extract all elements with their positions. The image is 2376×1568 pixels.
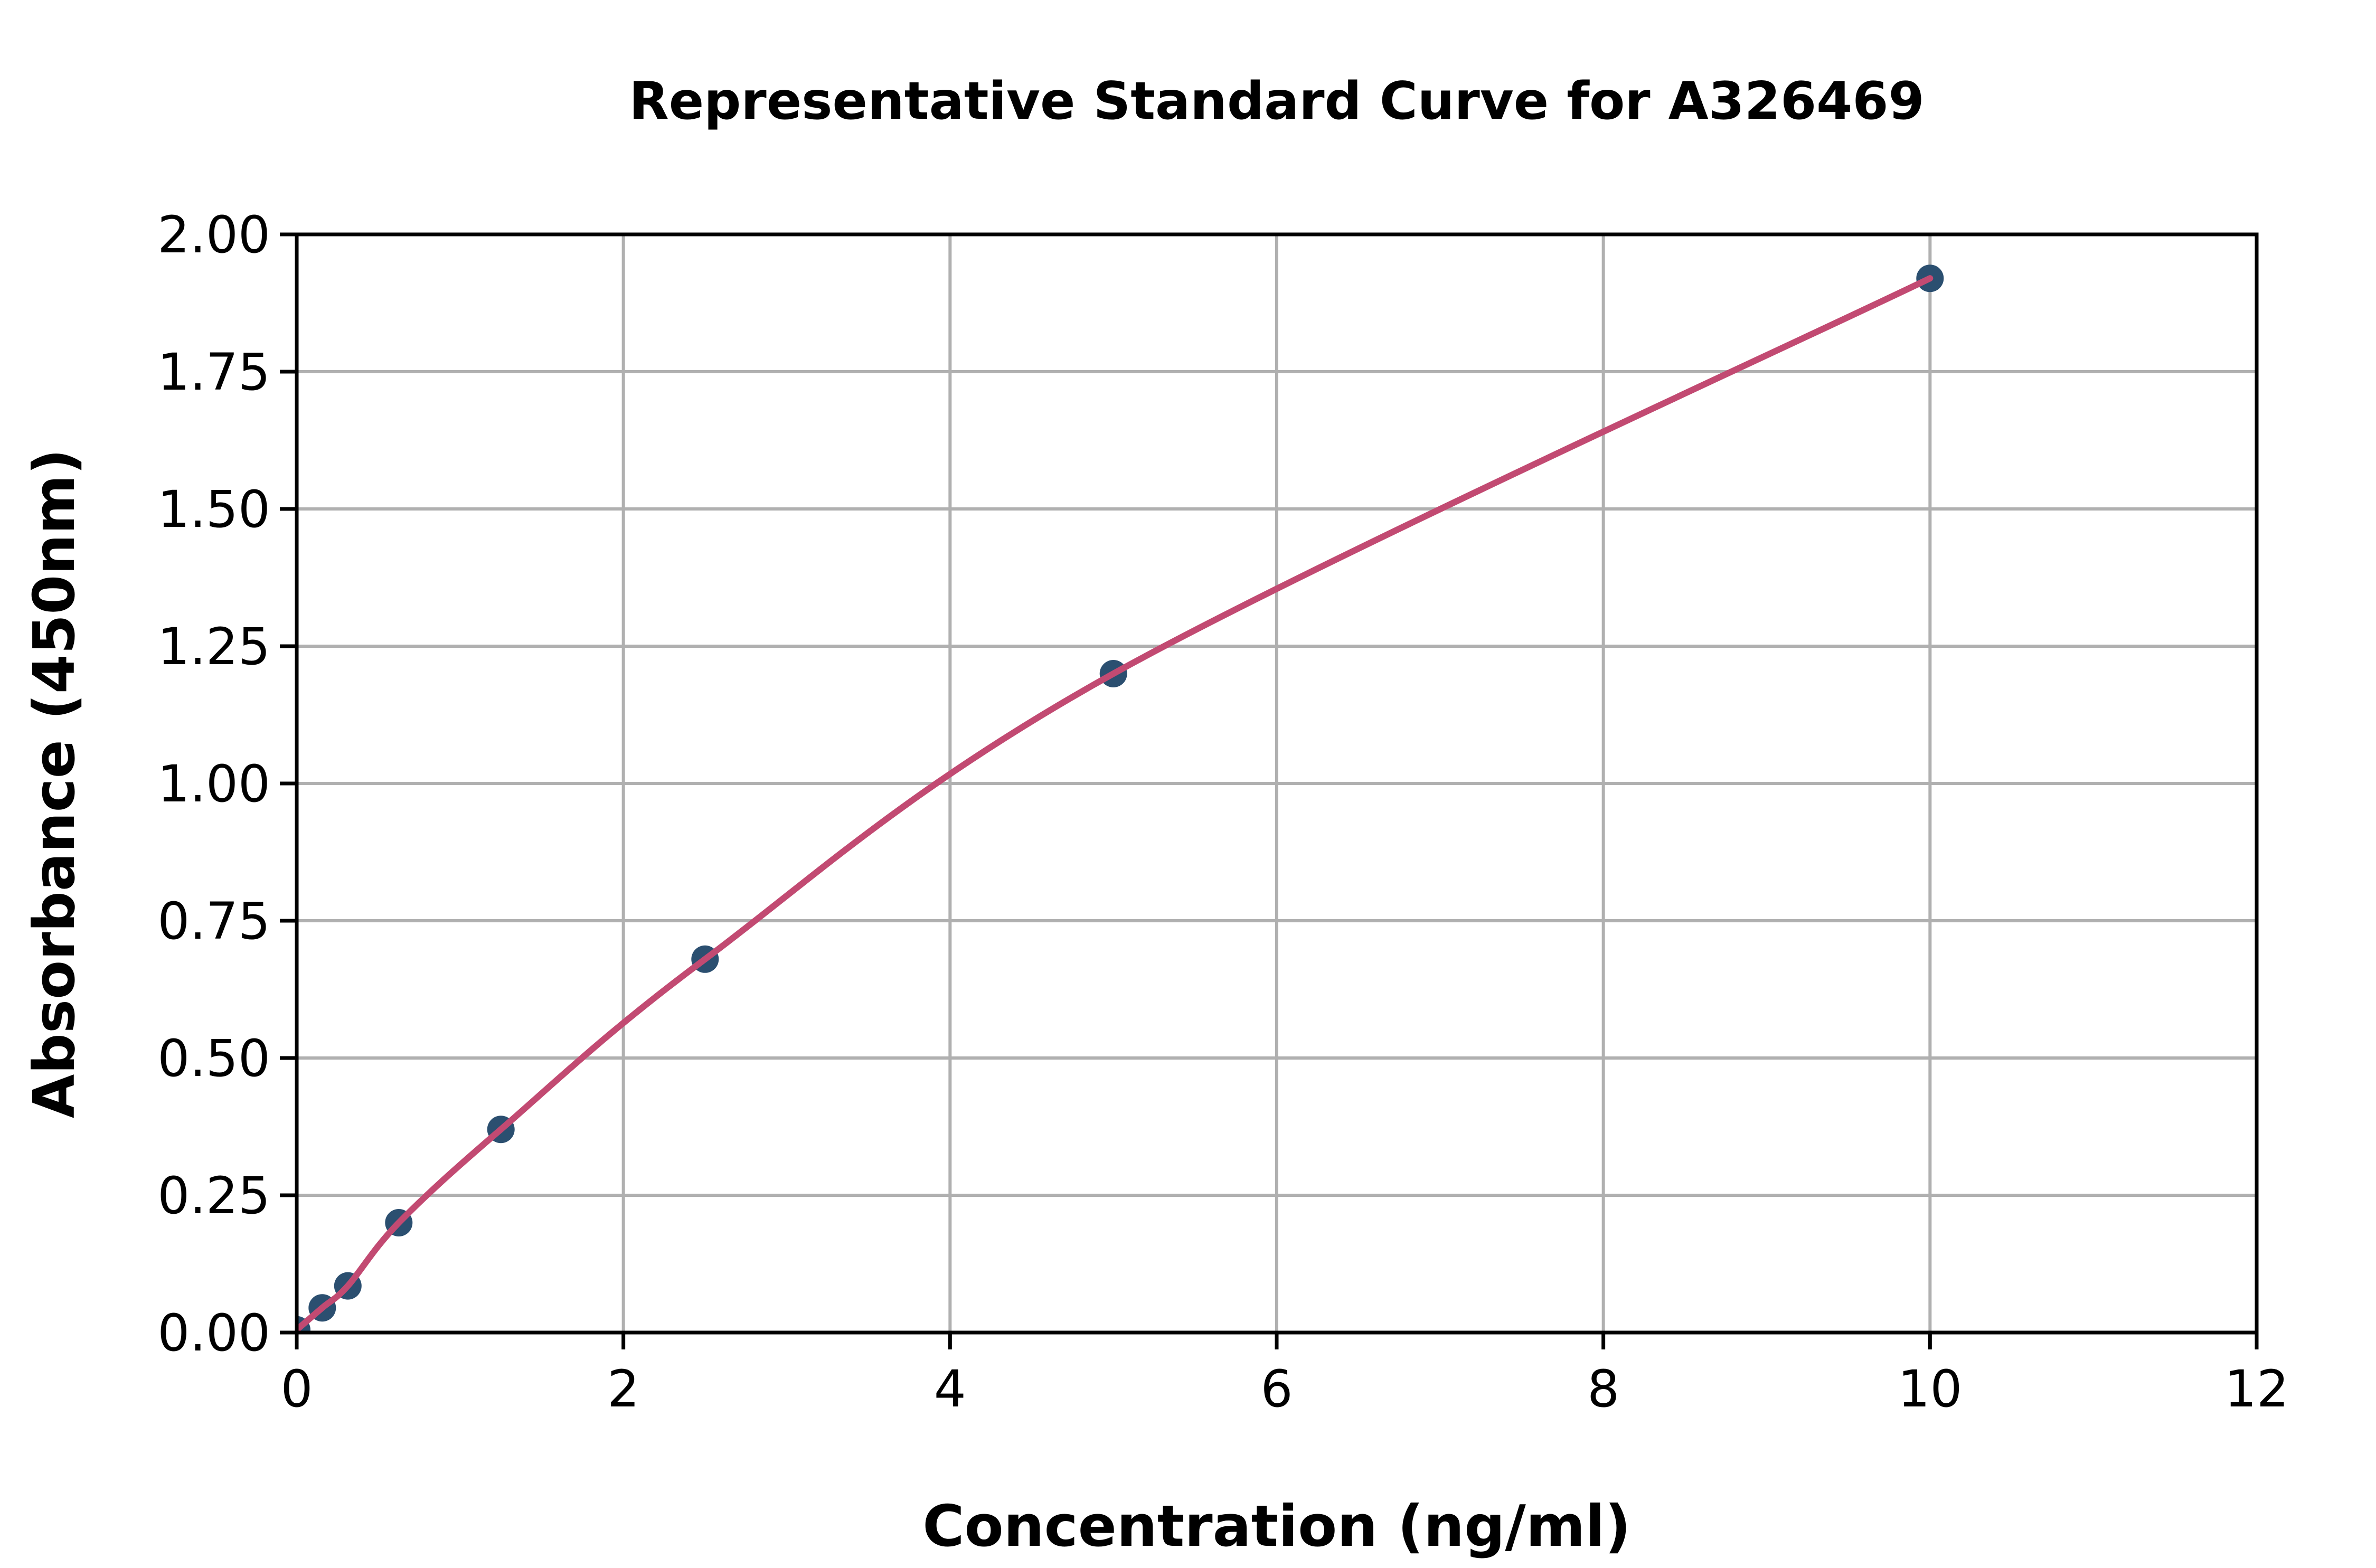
fit-curve [297,275,1934,1333]
x-tick-label: 10 [1898,1359,1962,1419]
y-tick-label: 2.00 [157,205,270,265]
x-axis-label: Concentration (ng/ml) [922,1494,1631,1560]
x-tick-label: 8 [1587,1359,1619,1419]
gridlines [295,233,2258,1334]
y-axis-label: Absorbance (450nm) [22,449,88,1118]
x-tick-label: 4 [934,1359,966,1419]
y-tick-label: 0.25 [157,1166,270,1225]
tick-labels: 0 2 4 6 8 10 12 0.00 0.25 0.50 0.75 1.00 1.25 1.50 1.7… [157,205,2289,1419]
y-tick-label: 0.00 [157,1303,270,1363]
data-points [297,265,1944,1333]
y-tick-label: 0.75 [157,892,270,951]
x-tick-label: 0 [280,1359,313,1419]
x-tick-label: 12 [2224,1359,2289,1419]
y-tick-label: 1.25 [157,617,270,676]
y-tick-label: 1.00 [157,754,270,814]
y-tick-label: 1.75 [157,343,270,402]
y-tick-label: 0.50 [157,1029,270,1088]
plot-layer [297,265,1944,1333]
y-tick-label: 1.50 [157,480,270,539]
x-tick-label: 6 [1260,1359,1293,1419]
x-tick-label: 2 [607,1359,639,1419]
chart-title: Representative Standard Curve for A32646… [629,71,1924,131]
axis-ticks [280,232,2259,1349]
